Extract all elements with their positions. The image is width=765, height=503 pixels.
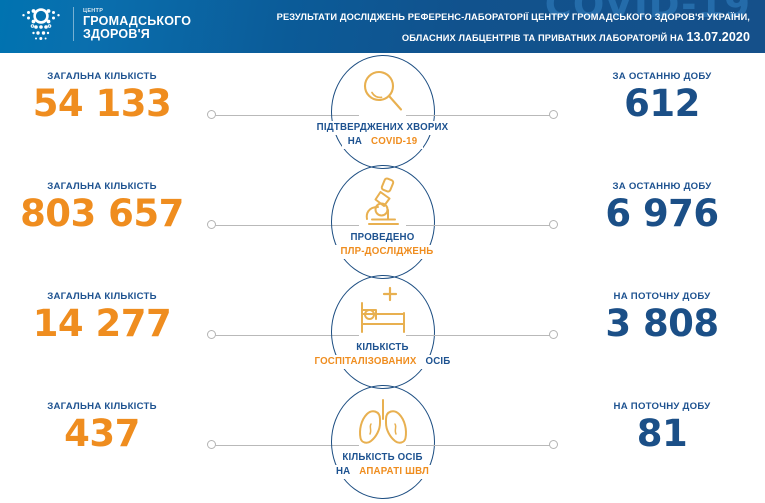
stat-row: ЗАГАЛЬНА КІЛЬКІСТЬ 54 133 ПІДТВЕРДЖЕНИХ … (0, 53, 765, 169)
stat-row: ЗАГАЛЬНА КІЛЬКІСТЬ 14 277 (0, 273, 765, 389)
header-description-line-1: РЕЗУЛЬТАТИ ДОСЛІДЖЕНЬ РЕФЕРЕНС-ЛАБОРАТОР… (276, 12, 750, 22)
connector-line (215, 115, 359, 117)
right-caption: НА ПОТОЧНУ ДОБУ (613, 291, 711, 302)
connector-left (207, 220, 359, 231)
center-caption-line-2-plain: НА (344, 135, 366, 150)
connector-line (406, 115, 550, 117)
connector-dot-icon (207, 330, 216, 339)
connector-right (406, 110, 558, 121)
report-date: 13.07.2020 (686, 29, 750, 44)
logo-line-2: ЗДОРОВ'Я (83, 26, 150, 41)
connector-dot-icon (207, 440, 216, 449)
connector-left (207, 440, 359, 451)
center-caption-line-1: КІЛЬКІСТЬ (353, 341, 412, 356)
right-value: 6 976 (605, 192, 719, 235)
row-right-stat: НА ПОТОЧНУ ДОБУ 81 (547, 401, 765, 452)
logo-block: ЦЕНТР ГРОМАДСЬКОГО ЗДОРОВ'Я (18, 0, 191, 48)
stat-row: ЗАГАЛЬНА КІЛЬКІСТЬ 803 657 (0, 163, 765, 279)
left-caption: ЗАГАЛЬНА КІЛЬКІСТЬ (47, 291, 157, 302)
connector-right (406, 440, 558, 451)
connector-dot-icon (549, 440, 558, 449)
logo-divider (73, 7, 74, 41)
logo-text: ЦЕНТР ГРОМАДСЬКОГО ЗДОРОВ'Я (83, 7, 191, 41)
connector-line (406, 225, 550, 227)
microscope-icon (350, 174, 416, 230)
magnifier-icon (350, 64, 416, 120)
right-value: 3 808 (605, 302, 719, 345)
row-left-stat: ЗАГАЛЬНА КІЛЬКІСТЬ 54 133 (0, 71, 217, 122)
center-caption-line-1: КІЛЬКІСТЬ ОСІБ (339, 451, 426, 466)
right-value: 612 (624, 82, 700, 125)
row-center: КІЛЬКІСТЬ ГОСПІТАЛІЗОВАНИХ ОСІБ (308, 275, 457, 393)
connector-dot-icon (207, 110, 216, 119)
left-value: 14 277 (32, 302, 172, 345)
page-header: COVID-19 (0, 0, 765, 53)
row-right-stat: ЗА ОСТАННЮ ДОБУ 612 (547, 71, 765, 122)
hospital-bed-icon (350, 284, 416, 340)
connector-right (406, 330, 558, 341)
stats-rows: ЗАГАЛЬНА КІЛЬКІСТЬ 54 133 ПІДТВЕРДЖЕНИХ … (0, 53, 765, 499)
connector-dot-icon (549, 110, 558, 119)
stat-row: ЗАГАЛЬНА КІЛЬКІСТЬ 437 (0, 383, 765, 499)
logo-line-1: ГРОМАДСЬКОГО (83, 13, 192, 28)
center-caption-line-2-plain: НА (332, 465, 354, 480)
connector-line (215, 335, 359, 337)
center-caption: КІЛЬКІСТЬ ГОСПІТАЛІЗОВАНИХ ОСІБ (293, 341, 473, 370)
left-caption: ЗАГАЛЬНА КІЛЬКІСТЬ (47, 181, 157, 192)
row-left-stat: ЗАГАЛЬНА КІЛЬКІСТЬ 803 657 (0, 181, 217, 232)
row-center: КІЛЬКІСТЬ ОСІБ НА АПАРАТІ ШВЛ (321, 385, 445, 503)
right-caption: ЗА ОСТАННЮ ДОБУ (612, 181, 712, 192)
connector-line (215, 225, 359, 227)
center-caption-line-1: ПІДТВЕРДЖЕНИХ ХВОРИХ (313, 121, 452, 136)
lungs-icon (350, 394, 416, 450)
row-right-stat: ЗА ОСТАННЮ ДОБУ 6 976 (547, 181, 765, 232)
center-oval-border (330, 385, 435, 499)
connector-line (215, 445, 359, 447)
row-left-stat: ЗАГАЛЬНА КІЛЬКІСТЬ 14 277 (0, 291, 217, 342)
left-value: 437 (64, 412, 140, 455)
header-description: РЕЗУЛЬТАТИ ДОСЛІДЖЕНЬ РЕФЕРЕНС-ЛАБОРАТОР… (220, 9, 750, 48)
connector-dot-icon (207, 220, 216, 229)
left-caption: ЗАГАЛЬНА КІЛЬКІСТЬ (47, 401, 157, 412)
connector-line (406, 445, 550, 447)
right-caption: ЗА ОСТАННЮ ДОБУ (612, 71, 712, 82)
center-caption: КІЛЬКІСТЬ ОСІБ НА АПАРАТІ ШВЛ (293, 451, 473, 480)
left-caption: ЗАГАЛЬНА КІЛЬКІСТЬ (47, 71, 157, 82)
left-value: 803 657 (20, 192, 184, 235)
row-left-stat: ЗАГАЛЬНА КІЛЬКІСТЬ 437 (0, 401, 217, 452)
connector-left (207, 110, 359, 121)
center-caption-line-2-accent: ПЛР-ДОСЛІДЖЕНЬ (337, 245, 437, 260)
connector-dot-icon (549, 330, 558, 339)
center-caption-line-2-accent: ГОСПІТАЛІЗОВАНИХ (311, 355, 420, 370)
connector-dot-icon (549, 220, 558, 229)
row-right-stat: НА ПОТОЧНУ ДОБУ 3 808 (547, 291, 765, 342)
header-description-line-2: ОБЛАСНИХ ЛАБЦЕНТРІВ ТА ПРИВАТНИХ ЛАБОРАТ… (401, 32, 684, 43)
cphc-dot-logo-icon (18, 2, 64, 46)
center-caption: ПРОВЕДЕНО ПЛР-ДОСЛІДЖЕНЬ (293, 231, 473, 260)
right-caption: НА ПОТОЧНУ ДОБУ (613, 401, 711, 412)
center-caption-line-1: ПРОВЕДЕНО (347, 231, 418, 246)
center-caption: ПІДТВЕРДЖЕНИХ ХВОРИХ НА COVID-19 (293, 121, 473, 150)
covid-watermark-text: COVID-19 (544, 0, 751, 26)
right-value: 81 (636, 412, 688, 455)
left-value: 54 133 (32, 82, 172, 125)
center-caption-line-2-plain: ОСІБ (422, 355, 454, 370)
logo-small-line: ЦЕНТР (83, 7, 104, 14)
connector-left (207, 330, 359, 341)
center-caption-line-2-accent: COVID-19 (368, 135, 421, 150)
row-center: ПІДТВЕРДЖЕНИХ ХВОРИХ НА COVID-19 (313, 55, 452, 173)
center-caption-line-2-accent: АПАРАТІ ШВЛ (356, 465, 433, 480)
connector-line (406, 335, 550, 337)
connector-right (406, 220, 558, 231)
